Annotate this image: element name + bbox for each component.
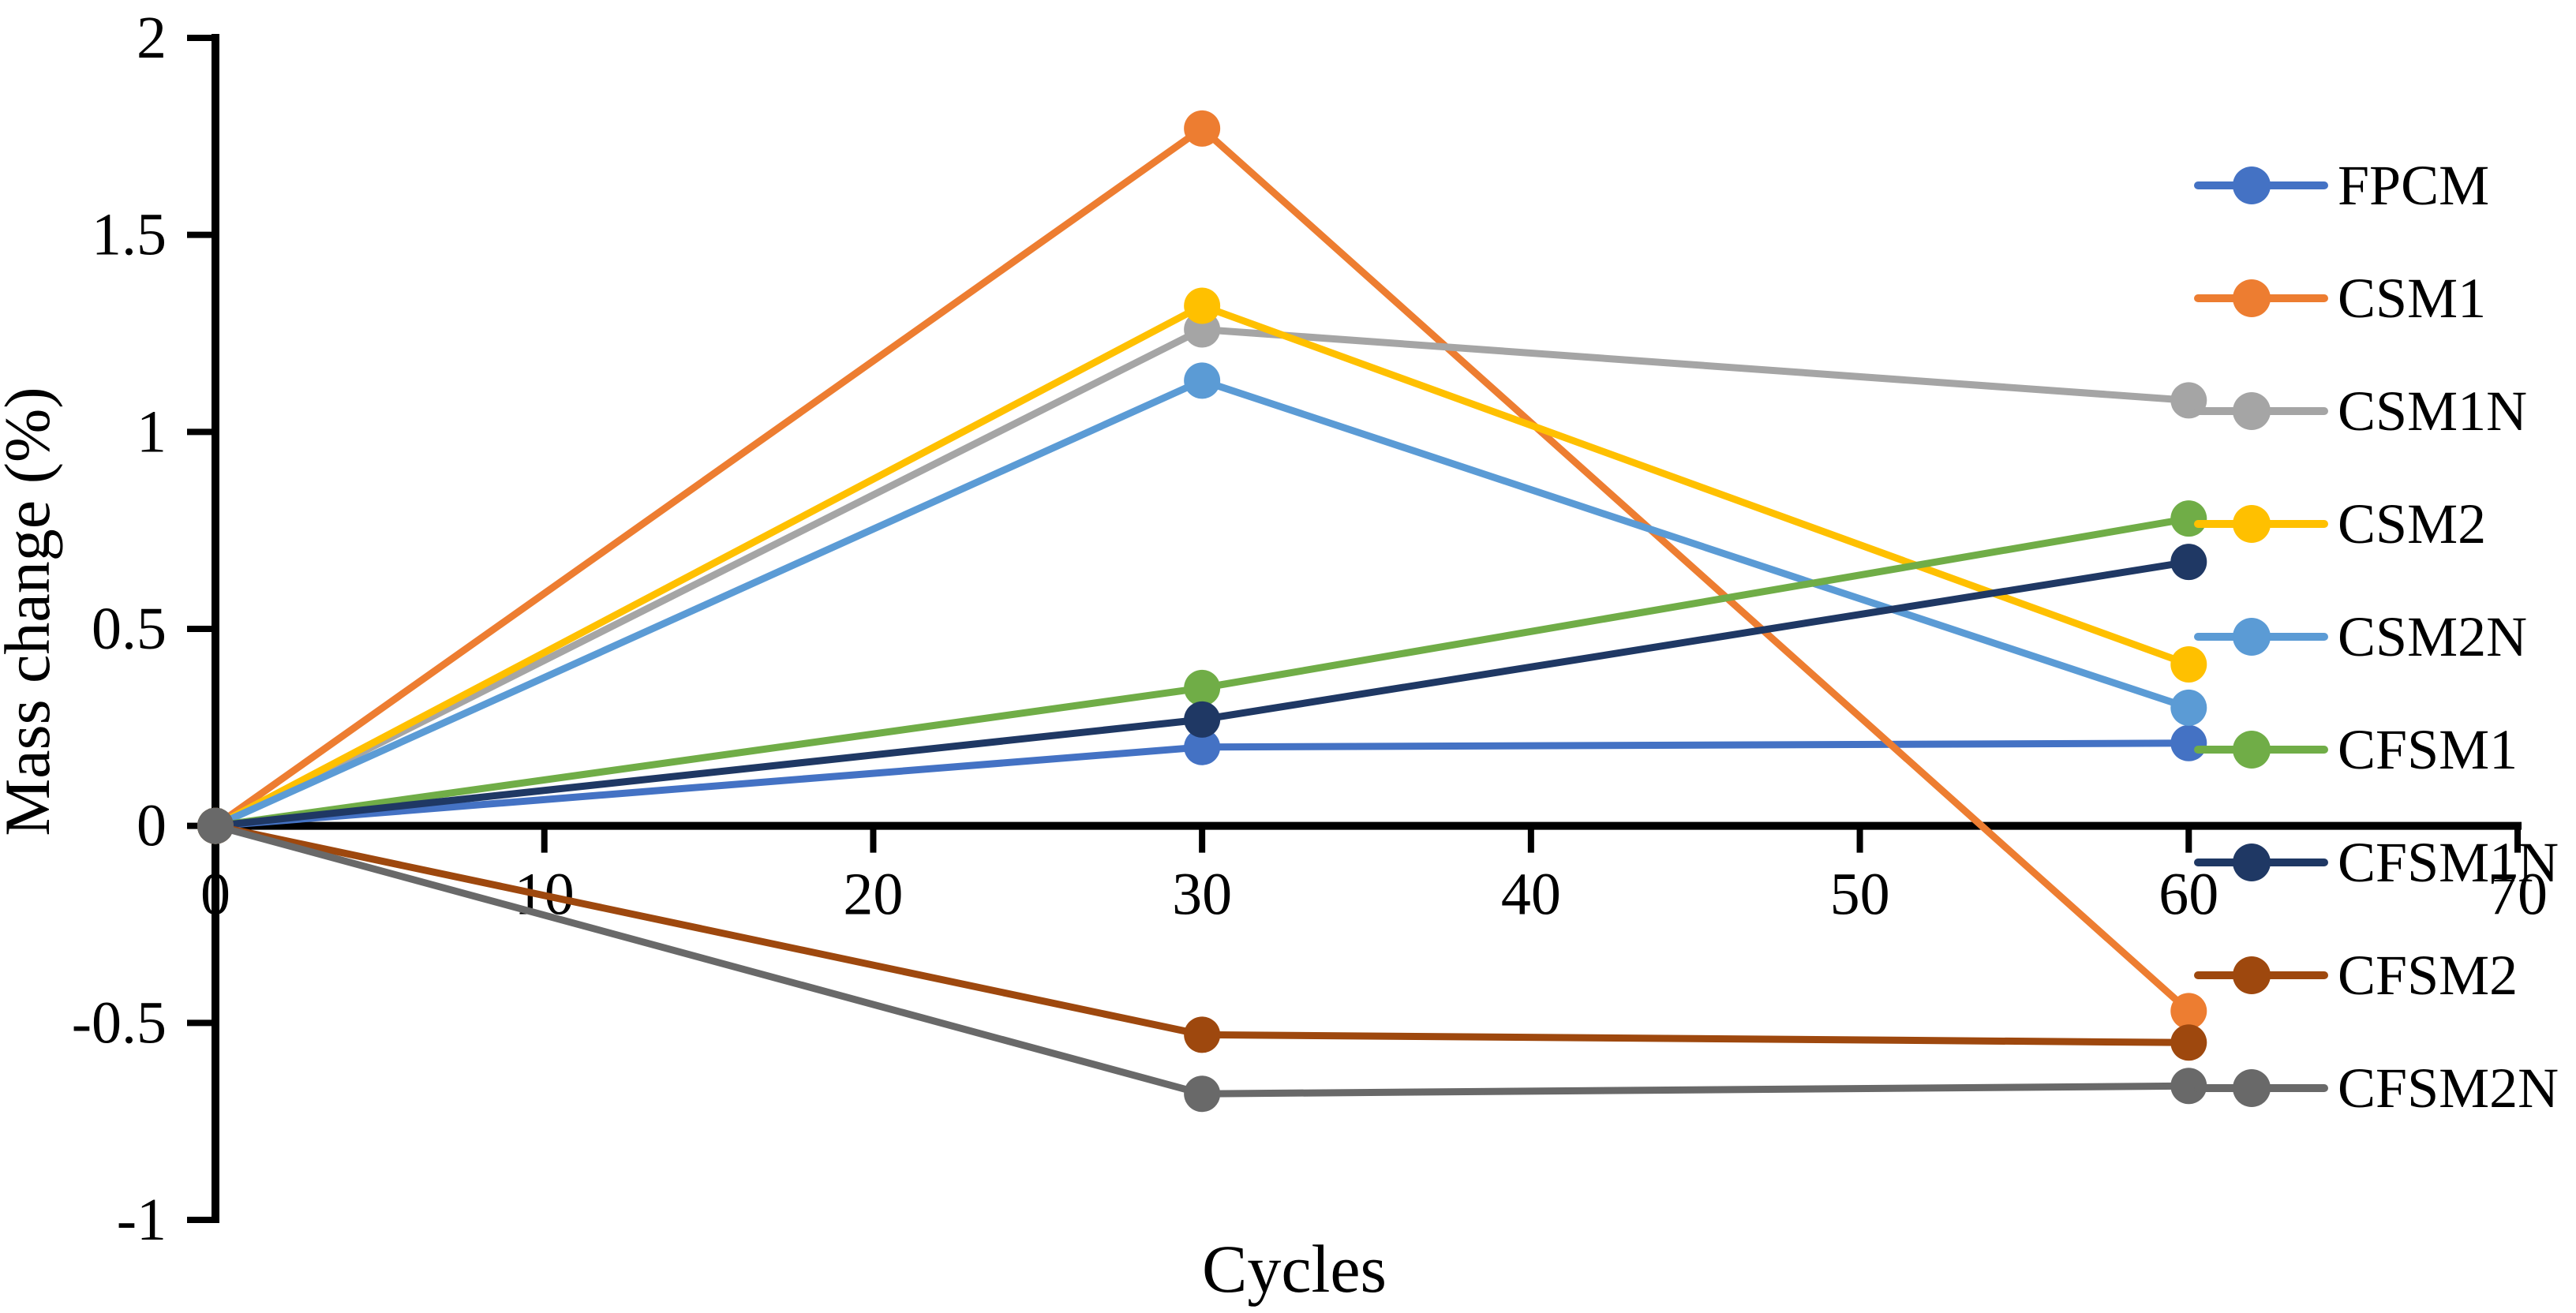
series-CFSM2N: [197, 807, 2207, 1113]
marker-FPCM-60: [2170, 724, 2207, 761]
legend-swatch-CSM2: [2233, 505, 2271, 543]
legend-label-CSM2N: CSM2N: [2338, 605, 2527, 668]
y-tick-label: 0.5: [92, 596, 167, 662]
y-tick-label: 2: [137, 5, 167, 71]
x-tick-label: 0: [200, 862, 230, 928]
axes-layer: 21.510.50-0.5-10 10 20 30 40 50 60 70: [72, 5, 2548, 1253]
legend-item-CSM2: CSM2: [2194, 492, 2486, 556]
series-CSM2: [197, 287, 2207, 844]
legend-item-CSM1N: CSM1N: [2194, 380, 2527, 443]
marker-CSM1-60: [2170, 993, 2207, 1030]
marker-CFSM1-60: [2170, 500, 2207, 537]
legend-item-CSM1: CSM1: [2194, 267, 2486, 330]
legend-label-CSM1: CSM1: [2338, 267, 2486, 330]
x-axis-title: Cycles: [1202, 1231, 1387, 1307]
legend-label-FPCM: FPCM: [2338, 154, 2489, 217]
marker-CFSM2N-60: [2170, 1068, 2207, 1105]
x-tick-label: 60: [2159, 862, 2218, 928]
y-tick-label: 0: [137, 793, 167, 859]
x-tick-label: 50: [1830, 862, 1890, 928]
legend-swatch-CSM1: [2233, 279, 2271, 317]
legend-item-CFSM1: CFSM1: [2194, 718, 2518, 781]
marker-CSM1-30: [1184, 110, 1221, 147]
marker-CSM2N-60: [2170, 689, 2207, 726]
legend-swatch-CFSM2N: [2233, 1069, 2271, 1107]
x-tick-label: 30: [1172, 862, 1232, 928]
y-tick-label: 1: [137, 398, 167, 465]
marker-CFSM1N-30: [1184, 701, 1221, 738]
legend-label-CFSM1: CFSM1: [2338, 718, 2518, 781]
legend-item-FPCM: FPCM: [2194, 154, 2489, 217]
marker-CFSM2-30: [1184, 1016, 1221, 1053]
legend-item-CSM2N: CSM2N: [2194, 605, 2527, 668]
series-CSM2N: [197, 362, 2207, 844]
x-tick-label: 20: [843, 862, 903, 928]
marker-CSM2N-30: [1184, 362, 1221, 399]
x-tick-label: 70: [2488, 862, 2548, 928]
legend-item-CFSM1N: CFSM1N: [2194, 831, 2559, 894]
legend-label-CSM2: CSM2: [2338, 492, 2486, 556]
legend-label-CFSM2N: CFSM2N: [2338, 1057, 2559, 1120]
marker-CFSM2N-30: [1184, 1075, 1221, 1113]
marker-CSM2-30: [1184, 287, 1221, 324]
y-tick-label: -1: [117, 1187, 167, 1253]
legend-swatch-CFSM1N: [2233, 844, 2271, 881]
legend-swatch-FPCM: [2233, 166, 2271, 204]
y-axis-title: Mass change (%): [0, 387, 63, 836]
legend-label-CFSM2: CFSM2: [2338, 944, 2518, 1007]
y-tick-label: 1.5: [92, 202, 167, 268]
series-layer: [197, 110, 2207, 1113]
legend-item-CFSM2: CFSM2: [2194, 944, 2518, 1007]
marker-CFSM1N-60: [2170, 544, 2207, 581]
legend-swatch-CSM2N: [2233, 618, 2271, 656]
series-line-CFSM2: [212, 822, 2192, 1046]
legend-label-CSM1N: CSM1N: [2338, 380, 2527, 443]
marker-FPCM-30: [1184, 728, 1221, 765]
marker-CFSM2-60: [2170, 1024, 2207, 1061]
marker-CSM2-60: [2170, 645, 2207, 683]
x-tick-label: 40: [1501, 862, 1561, 928]
legend-label-CFSM1N: CFSM1N: [2338, 831, 2559, 894]
legend-swatch-CFSM1: [2233, 731, 2271, 769]
marker-CFSM2N-0: [197, 807, 234, 844]
marker-CFSM1-30: [1184, 669, 1221, 706]
legend-swatch-CFSM2: [2233, 956, 2271, 994]
legend-layer: FPCM CSM1 CSM1N CSM2 CSM2N CFSM1 CFSM1N CFSM2 CF…: [2194, 154, 2559, 1120]
y-tick-label: -0.5: [72, 989, 167, 1056]
legend-item-CFSM2N: CFSM2N: [2194, 1057, 2559, 1120]
legend-swatch-CSM1N: [2233, 392, 2271, 430]
